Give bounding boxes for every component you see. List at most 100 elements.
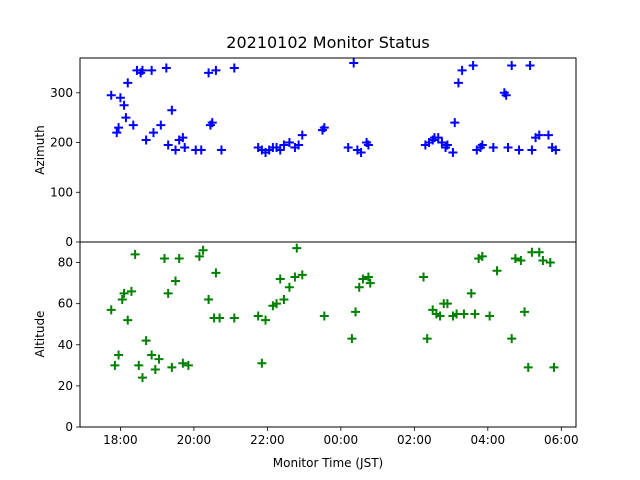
azimuth-point: [507, 60, 517, 70]
altitude-axes-frame: [79, 241, 577, 428]
azimuth-point: [171, 145, 181, 155]
azimuth-point: [148, 128, 158, 138]
x-tick-label: 04:00: [471, 433, 506, 447]
altitude-point: [229, 313, 239, 323]
azimuth-point: [178, 133, 188, 143]
azimuth-point: [275, 145, 285, 155]
azimuth-point: [106, 90, 116, 100]
altitude-point: [204, 295, 214, 305]
altitude-point: [466, 288, 476, 298]
azimuth-point: [457, 65, 467, 75]
altitude-y-tick-label: 60: [58, 297, 73, 311]
altitude-point: [419, 272, 429, 282]
azimuth-point: [343, 143, 353, 153]
altitude-point: [435, 311, 445, 321]
altitude-point: [363, 272, 373, 282]
azimuth-point: [448, 147, 458, 157]
x-tick-label: 06:00: [544, 433, 579, 447]
azimuth-point: [433, 133, 443, 143]
azimuth-point: [167, 105, 177, 115]
azimuth-point: [294, 140, 304, 150]
altitude-point: [174, 253, 184, 263]
azimuth-y-tick-label: 300: [50, 86, 73, 100]
azimuth-point: [356, 147, 366, 157]
azimuth-point: [180, 143, 190, 153]
x-tick-label: 18:00: [103, 433, 138, 447]
azimuth-point: [156, 120, 166, 130]
azimuth-y-tick-label: 200: [50, 136, 73, 150]
altitude-point: [422, 334, 432, 344]
azimuth-point: [207, 118, 217, 128]
altitude-point: [347, 334, 357, 344]
altitude-point: [319, 311, 329, 321]
altitude-point: [351, 307, 361, 317]
altitude-point: [110, 360, 120, 370]
altitude-point: [272, 299, 282, 309]
altitude-point: [114, 350, 124, 360]
azimuth-point: [349, 58, 359, 68]
altitude-point: [279, 295, 289, 305]
altitude-point: [147, 350, 157, 360]
altitude-point: [163, 288, 173, 298]
altitude-point: [253, 311, 263, 321]
altitude-y-tick-label: 20: [58, 379, 73, 393]
altitude-point: [297, 270, 307, 280]
altitude-point: [167, 362, 177, 372]
altitude-point: [178, 358, 188, 368]
altitude-point: [211, 268, 221, 278]
altitude-point: [137, 373, 147, 383]
altitude-point: [141, 336, 151, 346]
altitude-point: [154, 354, 164, 364]
altitude-point: [538, 256, 548, 265]
altitude-point: [523, 362, 533, 372]
azimuth-point: [453, 78, 463, 88]
altitude-point: [442, 299, 452, 309]
azimuth-point: [319, 123, 329, 133]
azimuth-point: [211, 65, 221, 75]
azimuth-point: [119, 100, 129, 110]
azimuth-y-tick-label: 100: [50, 185, 73, 199]
altitude-point: [284, 282, 294, 292]
altitude-point: [358, 274, 368, 284]
azimuth-point: [534, 130, 544, 140]
azimuth-point: [514, 145, 524, 155]
altitude-point: [510, 253, 520, 263]
azimuth-point: [284, 138, 294, 148]
azimuth-point: [141, 135, 151, 145]
azimuth-axis-label: Azimuth: [33, 125, 47, 174]
azimuth-point: [121, 113, 131, 123]
altitude-point: [160, 253, 170, 263]
azimuth-point: [488, 143, 498, 153]
altitude-point: [117, 295, 127, 305]
altitude-point: [354, 282, 364, 292]
azimuth-point: [123, 78, 133, 88]
altitude-point: [549, 362, 559, 372]
azimuth-point: [551, 145, 561, 155]
altitude-point: [123, 315, 133, 325]
azimuth-point: [527, 145, 537, 155]
altitude-point: [507, 334, 517, 344]
altitude-point: [215, 313, 225, 323]
altitude-point: [545, 258, 555, 268]
altitude-point: [470, 309, 480, 319]
altitude-point: [126, 286, 136, 296]
azimuth-point: [161, 63, 171, 73]
chart-title: 20210102 Monitor Status: [226, 33, 429, 52]
azimuth-point: [297, 130, 307, 140]
altitude-point: [516, 256, 526, 265]
x-tick-label: 22:00: [250, 433, 285, 447]
altitude-point: [275, 274, 285, 284]
azimuth-point: [501, 90, 511, 100]
altitude-point: [290, 272, 300, 282]
azimuth-y-tick-label: 0: [65, 235, 73, 249]
altitude-point: [106, 305, 116, 315]
azimuth-point: [229, 63, 239, 73]
azimuth-point: [468, 60, 478, 70]
x-tick-label: 20:00: [177, 433, 212, 447]
azimuth-point: [128, 120, 138, 130]
altitude-axis-label: Altitude: [33, 311, 47, 358]
azimuth-point: [163, 140, 173, 150]
altitude-point: [292, 243, 302, 253]
azimuth-point: [450, 118, 460, 128]
